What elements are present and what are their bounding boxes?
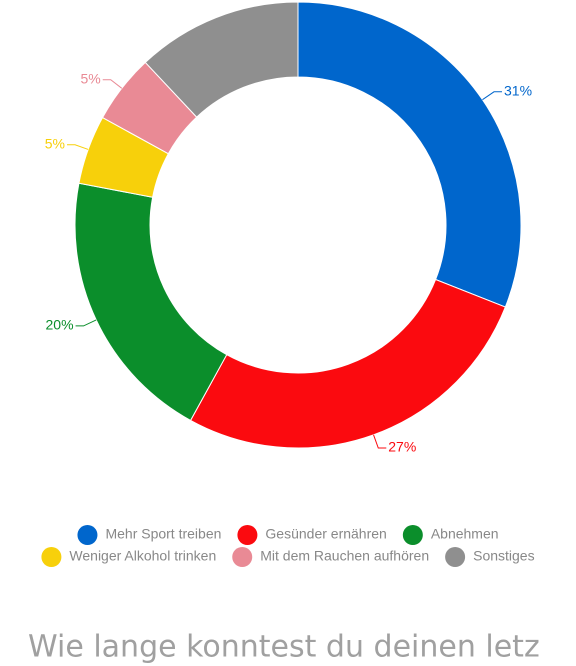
slice (74, 182, 228, 422)
slice (297, 1, 522, 308)
legend-row: Mehr Sport treiben Gesünder ernähren Abneh… (77, 525, 499, 545)
leader-line (102, 79, 123, 89)
leader-line (373, 434, 387, 449)
legend-swatch (232, 547, 253, 567)
legend-label: Abnehmen (431, 526, 499, 542)
legend-swatch (402, 525, 423, 545)
data-label: 20% (46, 317, 74, 333)
leader-line (67, 144, 89, 150)
legend-swatch (41, 547, 62, 567)
data-label: 5% (45, 135, 65, 151)
legend-swatch (77, 525, 98, 545)
slice (189, 278, 506, 449)
legend-swatch (445, 547, 466, 567)
legend-label: Gesünder ernähren (265, 526, 386, 542)
legend-label: Sonstiges (473, 548, 534, 564)
data-label: 27% (388, 439, 416, 455)
question: Wie lange konntest du deinen letz (28, 630, 540, 665)
leader-line (75, 319, 97, 327)
legend-label: Mit dem Rauchen aufhören (260, 548, 429, 564)
data-label: 5% (80, 70, 100, 86)
legend-swatch (237, 525, 258, 545)
legend-label: Weniger Alkohol trinken (69, 548, 216, 564)
legend-label: Mehr Sport treiben (105, 526, 221, 542)
legend-row: Weniger Alkohol trinken Mit dem Rauchen a… (41, 547, 535, 567)
slice (144, 1, 299, 118)
data-label: 31% (504, 82, 532, 98)
leader-line (482, 91, 503, 101)
